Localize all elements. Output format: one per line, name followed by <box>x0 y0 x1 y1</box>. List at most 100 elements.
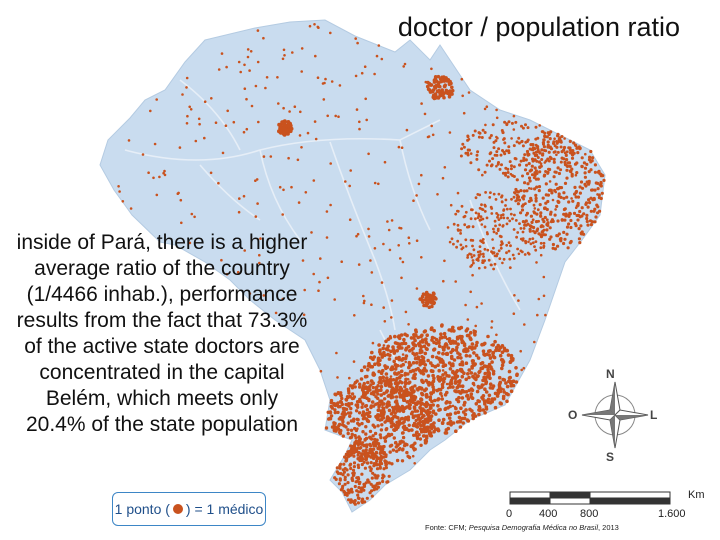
doctor-dot <box>574 195 578 199</box>
doctor-dot <box>399 373 404 378</box>
doctor-dot <box>483 371 488 376</box>
doctor-dot <box>357 411 362 415</box>
doctor-dot <box>158 175 161 179</box>
doctor-dot <box>463 214 467 218</box>
doctor-dot <box>390 417 394 421</box>
doctor-dot <box>379 449 383 453</box>
doctor-dot <box>365 461 370 465</box>
doctor-dot <box>467 368 472 372</box>
doctor-dot <box>313 23 316 26</box>
doctor-dot <box>521 126 525 130</box>
doctor-dot <box>179 198 183 202</box>
doctor-dot <box>501 242 504 246</box>
doctor-dot <box>508 160 512 164</box>
doctor-dot <box>398 421 402 426</box>
annotation-line: results from the fact that 73.3% <box>16 309 308 332</box>
doctor-dot <box>524 158 528 162</box>
doctor-dot <box>344 180 347 183</box>
doctor-dot <box>492 246 495 250</box>
doctor-dot <box>483 131 487 134</box>
doctor-dot <box>280 121 285 126</box>
doctor-dot <box>484 399 488 403</box>
doctor-dot <box>225 272 229 276</box>
doctor-dot <box>530 187 533 190</box>
doctor-dot <box>471 225 475 229</box>
doctor-dot <box>484 407 489 411</box>
doctor-dot <box>344 452 348 456</box>
doctor-dot <box>496 215 499 219</box>
doctor-dot <box>503 152 507 156</box>
doctor-dot <box>371 372 376 377</box>
doctor-dot <box>367 361 371 366</box>
doctor-dot <box>520 140 524 144</box>
doctor-dot <box>553 170 557 174</box>
doctor-dot <box>402 424 407 429</box>
doctor-dot <box>495 108 498 112</box>
doctor-dot <box>370 350 374 355</box>
doctor-dot <box>367 227 370 231</box>
doctor-dot <box>546 143 550 147</box>
doctor-dot <box>217 68 221 71</box>
doctor-dot <box>429 327 434 332</box>
doctor-dot <box>413 462 417 465</box>
doctor-dot <box>556 132 560 136</box>
doctor-dot <box>428 434 433 438</box>
doctor-dot <box>400 408 404 412</box>
doctor-dot <box>374 474 378 478</box>
doctor-dot <box>358 385 362 389</box>
doctor-dot <box>431 385 435 389</box>
doctor-dot <box>346 473 350 477</box>
doctor-dot <box>209 171 213 175</box>
doctor-dot <box>500 366 504 371</box>
doctor-dot <box>322 98 326 101</box>
doctor-dot <box>326 276 330 280</box>
annotation-line: (1/4466 inhab.), performance <box>26 283 298 306</box>
doctor-dot <box>395 377 399 381</box>
doctor-dot <box>382 436 387 440</box>
doctor-dot <box>348 384 353 388</box>
doctor-dot <box>389 367 394 372</box>
doctor-dot <box>383 397 387 401</box>
doctor-dot <box>425 434 429 438</box>
doctor-dot <box>467 91 471 94</box>
doctor-dot <box>493 339 497 344</box>
doctor-dot <box>530 199 533 202</box>
doctor-dot <box>414 333 418 338</box>
doctor-dot <box>369 467 373 471</box>
doctor-dot <box>118 190 121 193</box>
doctor-dot <box>468 354 472 358</box>
doctor-dot <box>562 230 566 234</box>
doctor-dot <box>361 430 365 434</box>
doctor-dot <box>437 88 441 93</box>
doctor-dot <box>426 80 430 85</box>
doctor-dot <box>519 211 523 215</box>
doctor-dot <box>387 474 391 478</box>
doctor-dot <box>421 368 426 373</box>
doctor-dot <box>378 348 382 352</box>
doctor-dot <box>357 435 361 439</box>
doctor-dot <box>522 189 526 193</box>
doctor-dot <box>512 195 516 199</box>
doctor-dot <box>480 342 485 347</box>
doctor-dot <box>354 403 358 407</box>
doctor-dot <box>379 393 384 397</box>
doctor-dot <box>449 378 454 383</box>
doctor-dot <box>380 476 385 480</box>
doctor-dot <box>450 237 454 241</box>
doctor-dot <box>511 379 516 384</box>
doctor-dot <box>162 171 165 175</box>
doctor-dot <box>456 191 460 195</box>
doctor-dot <box>570 156 575 160</box>
doctor-dot <box>441 417 446 422</box>
doctor-dot <box>545 222 549 227</box>
doctor-dot <box>470 342 475 346</box>
doctor-dot <box>385 381 389 385</box>
doctor-dot <box>354 436 358 440</box>
doctor-dot <box>460 416 465 421</box>
doctor-dot <box>576 201 580 206</box>
doctor-dot <box>362 381 366 386</box>
doctor-dot <box>326 114 330 118</box>
doctor-dot <box>409 444 413 449</box>
doctor-dot <box>402 337 406 342</box>
doctor-dot <box>496 343 501 348</box>
